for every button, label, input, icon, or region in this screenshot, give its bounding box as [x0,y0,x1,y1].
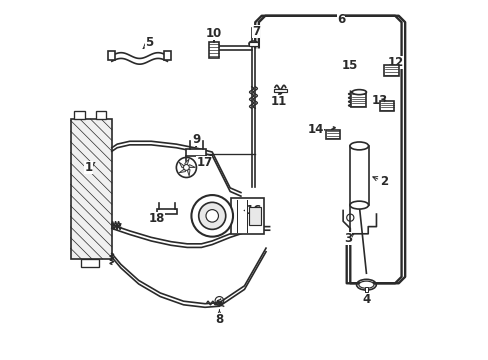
Bar [349,146,368,205]
Bar [273,89,286,93]
Bar [185,149,206,156]
Bar [231,198,263,234]
Text: 15: 15 [341,59,357,72]
Ellipse shape [351,90,366,95]
Text: 13: 13 [371,94,387,107]
Text: 7: 7 [252,25,260,38]
Bar [364,287,367,292]
Polygon shape [179,167,186,173]
Text: 2: 2 [372,175,387,188]
Text: 12: 12 [387,56,403,69]
Bar [74,111,85,119]
Bar [325,130,339,139]
Bar [81,259,99,267]
Circle shape [198,202,225,229]
Text: 4: 4 [362,292,370,306]
Polygon shape [184,159,189,167]
Circle shape [183,165,189,170]
Text: 17: 17 [196,156,212,169]
Bar [351,92,365,107]
Text: 5: 5 [143,36,153,49]
Bar [249,207,260,225]
Bar [96,111,106,119]
Polygon shape [186,165,195,167]
Ellipse shape [356,279,376,290]
Ellipse shape [349,201,368,209]
Circle shape [205,210,218,222]
Text: 18: 18 [148,212,164,225]
Text: 6: 6 [337,13,345,26]
Bar [208,42,219,58]
Ellipse shape [358,281,373,288]
Polygon shape [186,167,190,176]
Ellipse shape [248,41,258,46]
Bar [248,42,258,45]
Text: 16: 16 [244,204,261,217]
Text: 9: 9 [192,133,200,147]
Bar [70,119,112,259]
Text: 10: 10 [205,27,222,41]
Bar [163,51,171,60]
Text: 8: 8 [215,310,223,326]
Circle shape [191,195,233,237]
Bar [156,209,176,215]
Bar [108,51,115,60]
Bar [384,64,398,76]
Text: 11: 11 [271,93,287,108]
Text: 1: 1 [84,161,95,174]
Ellipse shape [349,142,368,150]
Bar [379,101,394,111]
Text: 3: 3 [343,231,353,244]
Polygon shape [179,162,186,168]
Text: 14: 14 [307,123,324,136]
